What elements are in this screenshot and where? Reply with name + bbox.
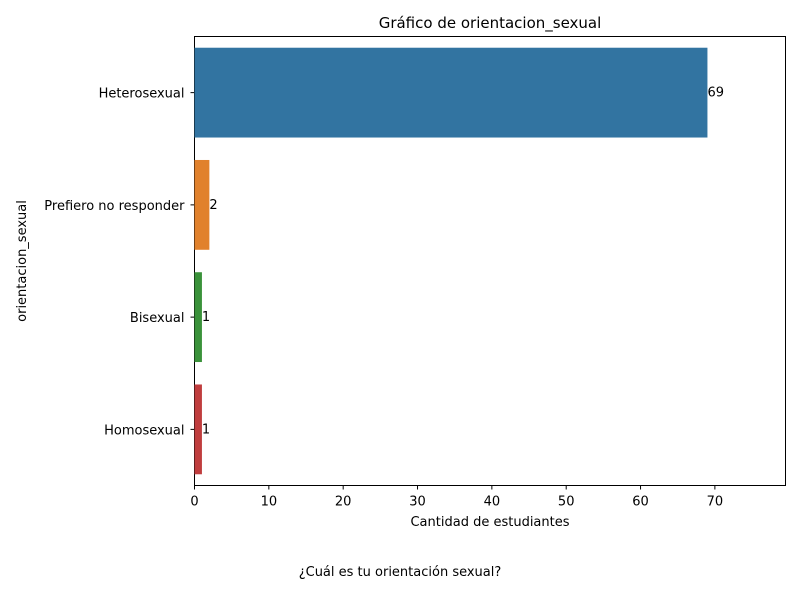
y-axis-label: orientacion_sexual	[15, 200, 30, 322]
x-axis-label: Cantidad de estudiantes	[410, 515, 569, 530]
y-tick-label: Heterosexual	[99, 87, 185, 102]
bar-value-label: 69	[707, 86, 724, 101]
x-tick-label: 50	[558, 495, 575, 510]
bar-value-label: 2	[209, 198, 217, 213]
bar-bisexual	[194, 272, 202, 363]
x-tick-label: 10	[261, 495, 278, 510]
y-tick-label: Bisexual	[130, 311, 185, 326]
y-tick-label: Prefiero no responder	[44, 199, 185, 214]
x-tick-label: 60	[632, 495, 649, 510]
bar-value-labels: 69 2 1 1	[202, 86, 724, 438]
bar-value-label: 1	[202, 422, 210, 437]
bar-prefiero-no-responder	[194, 159, 210, 250]
y-tick-label: Homosexual	[104, 423, 184, 438]
bar-homosexual	[194, 384, 202, 475]
x-axis-ticks: 0 10 20 30 40 50 60 70	[190, 485, 724, 510]
bars-layer	[194, 47, 708, 475]
x-tick-label: 30	[409, 495, 426, 510]
x-tick-label: 70	[707, 495, 724, 510]
plot-area-frame	[194, 36, 786, 486]
x-tick-label: 0	[190, 495, 198, 510]
x-tick-label: 20	[335, 495, 352, 510]
chart-caption: ¿Cuál es tu orientación sexual?	[298, 565, 502, 580]
y-axis-ticks: Heterosexual Prefiero no responder Bisexua…	[44, 87, 195, 438]
x-tick-label: 40	[484, 495, 501, 510]
bar-heterosexual	[194, 47, 708, 138]
bar-value-label: 1	[202, 310, 210, 325]
chart-title: Gráfico de orientacion_sexual	[379, 14, 602, 33]
